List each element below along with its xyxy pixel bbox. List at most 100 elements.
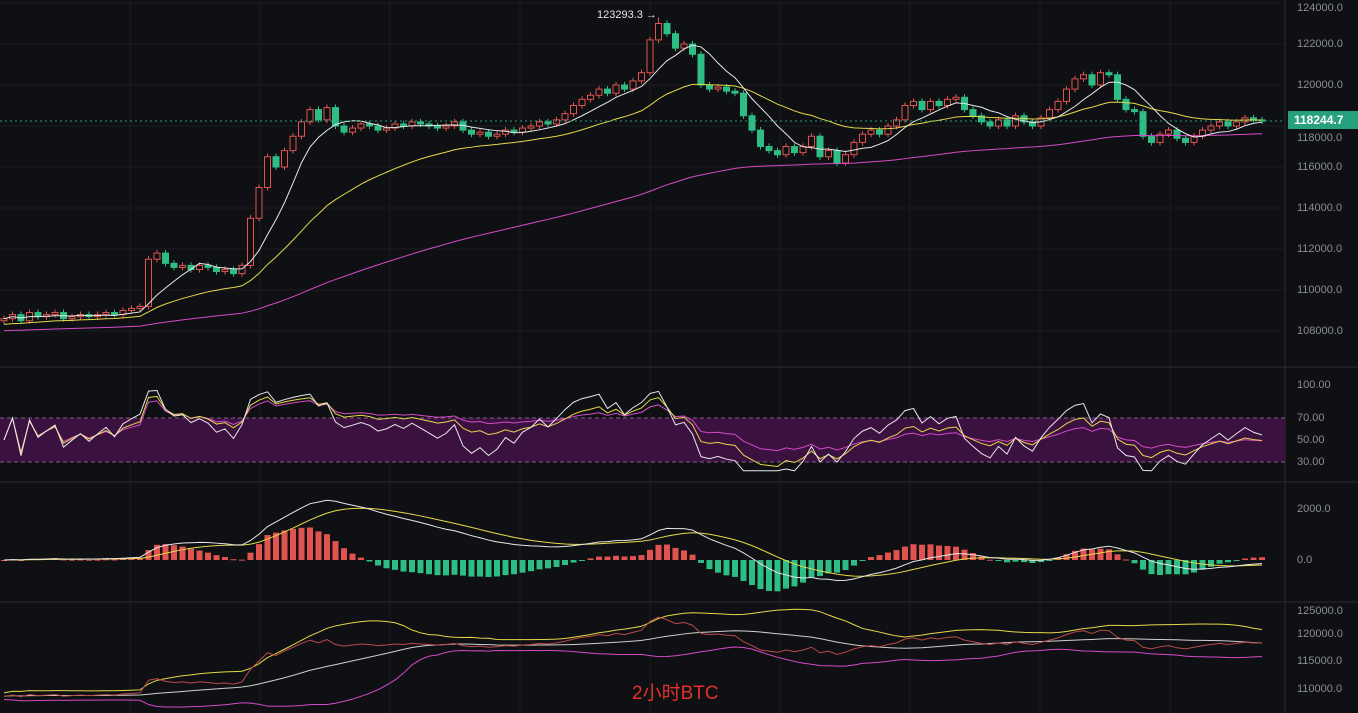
ma-mid-line	[3, 83, 1263, 325]
candle	[493, 131, 501, 140]
candle	[162, 250, 169, 267]
macd-bar	[596, 556, 602, 560]
macd-bar	[851, 560, 857, 566]
macd-bar	[1242, 558, 1248, 560]
candle	[357, 120, 365, 132]
candle	[655, 17, 662, 43]
candle	[145, 256, 152, 310]
macd-bar	[1012, 560, 1019, 562]
macd-bar	[842, 560, 849, 571]
axis-tick-label: 112000.0	[1297, 243, 1343, 255]
candle	[1029, 118, 1036, 130]
macd-bar	[732, 560, 738, 577]
candle	[289, 133, 297, 154]
macd-bar	[375, 560, 381, 566]
rsi-fast-line	[3, 389, 1263, 472]
candle	[808, 133, 815, 150]
macd-bar	[468, 560, 475, 577]
candle	[476, 129, 484, 138]
candle	[247, 215, 254, 269]
candle	[340, 122, 348, 136]
macd-bar	[1199, 560, 1206, 570]
macd-bar	[936, 545, 942, 560]
macd-bar	[587, 558, 594, 560]
candle	[604, 86, 611, 97]
candle	[510, 127, 518, 136]
candle	[638, 69, 645, 84]
candle	[816, 133, 824, 160]
candle	[425, 120, 433, 130]
macd-bar	[1131, 560, 1138, 564]
axis-tick-label: 124000.0	[1297, 2, 1343, 14]
macd-bar	[1191, 560, 1197, 573]
candle	[1122, 96, 1130, 113]
macd-dif-line	[3, 499, 1263, 581]
candle	[663, 20, 671, 37]
candle	[451, 118, 458, 130]
candle	[485, 129, 492, 140]
ma-slow-line	[3, 133, 1263, 332]
macd-bar	[1106, 549, 1112, 560]
candle	[204, 262, 212, 271]
macd-bar	[511, 560, 517, 575]
macd-bar	[1208, 560, 1214, 567]
candle	[230, 266, 237, 277]
candle	[587, 92, 594, 103]
high-price-marker: 123293.3 →	[597, 9, 657, 21]
axis-tick-label: 125000.0	[1297, 605, 1343, 617]
candle	[527, 122, 535, 132]
candle	[102, 309, 110, 318]
macd-bar	[485, 560, 492, 577]
candle	[553, 116, 560, 128]
axis-tick-label: 120000.0	[1297, 79, 1343, 91]
candles	[0, 17, 1266, 324]
macd-bar	[613, 555, 619, 560]
candle	[0, 315, 8, 324]
macd-bar	[545, 560, 551, 569]
candle	[621, 81, 628, 93]
candle	[128, 305, 135, 314]
macd-bar	[1250, 557, 1257, 560]
macd-bar	[69, 559, 75, 561]
macd-bar	[1182, 560, 1189, 575]
macd-bar	[332, 541, 339, 560]
macd-bar	[885, 552, 891, 560]
candle	[986, 118, 994, 130]
macd-bar	[145, 550, 152, 560]
macd-bar	[426, 560, 432, 575]
macd-bar	[944, 545, 951, 560]
candle	[731, 88, 739, 97]
macd-bar	[256, 544, 262, 560]
macd-bar	[434, 560, 441, 576]
candle	[859, 131, 866, 146]
candle	[595, 86, 603, 99]
candle	[264, 153, 271, 191]
candle	[910, 98, 917, 109]
macd-bar	[791, 560, 798, 587]
candle	[1071, 75, 1079, 93]
candle	[578, 96, 586, 109]
macd-bar	[137, 557, 143, 560]
macd-bar	[698, 560, 704, 563]
macd-bar	[774, 560, 781, 592]
macd-bar	[910, 544, 917, 560]
rsi-band	[0, 418, 1285, 462]
candle	[884, 122, 892, 138]
macd-bar	[247, 552, 254, 560]
candle	[1088, 71, 1096, 89]
candle	[791, 143, 798, 156]
candle	[646, 36, 654, 76]
macd-bar	[162, 544, 169, 560]
macd-bar	[672, 547, 679, 560]
candle	[757, 127, 764, 150]
candle	[51, 309, 59, 318]
macd-bar	[460, 560, 466, 576]
candle	[706, 81, 713, 93]
macd-bar	[749, 560, 755, 585]
macd-bar	[536, 560, 543, 570]
candle	[1131, 106, 1138, 115]
candle	[366, 120, 373, 130]
axis-tick-label: 115000.0	[1297, 655, 1343, 667]
